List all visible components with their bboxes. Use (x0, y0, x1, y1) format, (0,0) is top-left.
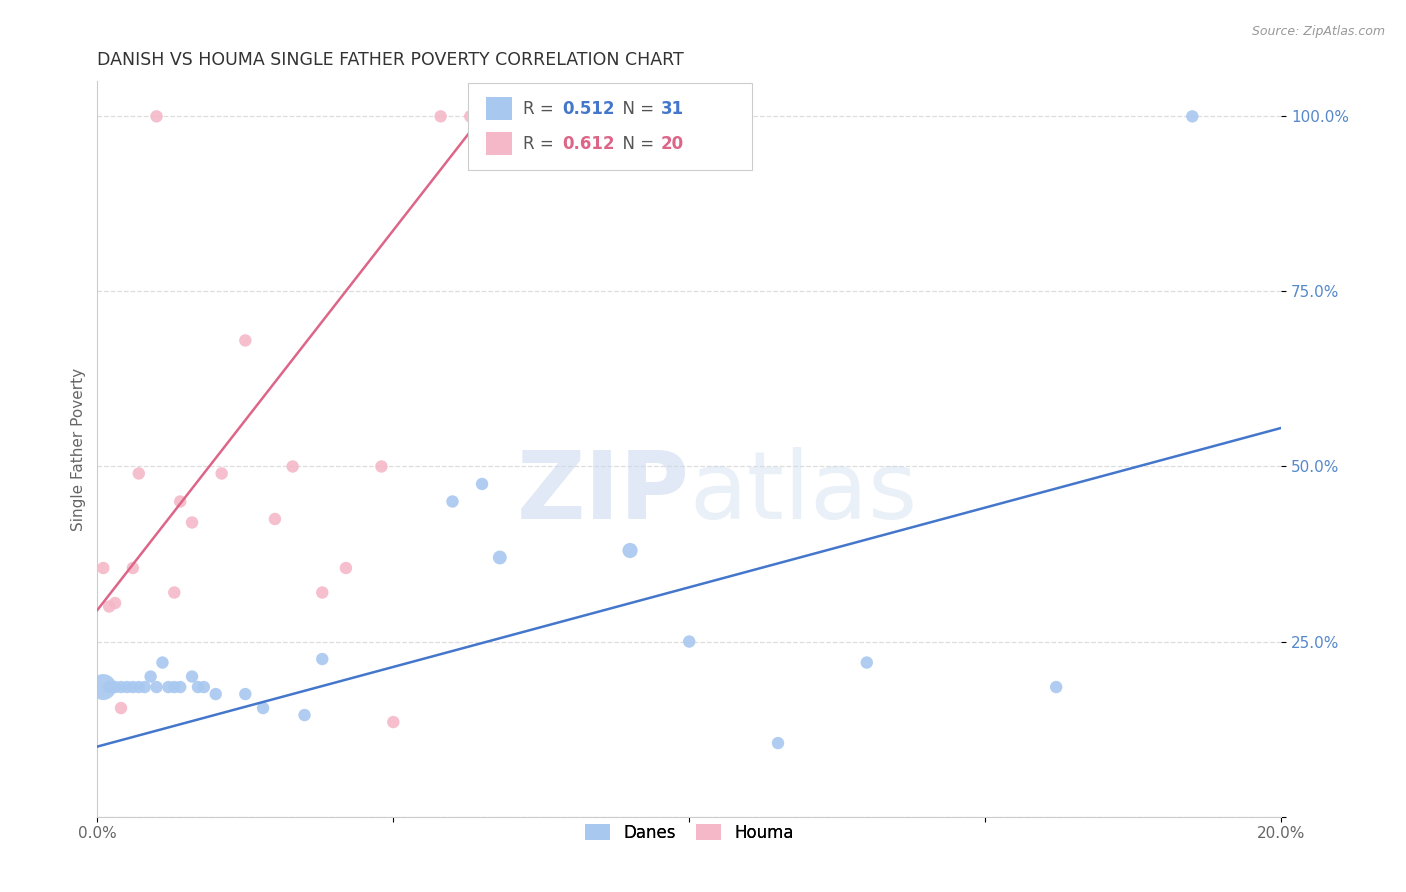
Text: 0.612: 0.612 (562, 135, 614, 153)
Point (766, 736, 789, 750)
Point (157, 680, 180, 694)
Point (163, 680, 186, 694)
Point (121, 561, 143, 575)
Point (98, 680, 121, 694)
Point (163, 585, 186, 599)
Point (110, 701, 132, 715)
Point (294, 708, 316, 723)
Point (233, 334, 256, 348)
Point (429, 109, 451, 123)
Point (169, 680, 191, 694)
Text: DANISH VS HOUMA SINGLE FATHER POVERTY CORRELATION CHART: DANISH VS HOUMA SINGLE FATHER POVERTY CO… (97, 51, 685, 69)
Point (233, 687, 256, 701)
Point (187, 680, 209, 694)
Point (121, 680, 143, 694)
Point (134, 680, 156, 694)
Point (115, 680, 138, 694)
Point (169, 494, 191, 508)
Text: 31: 31 (661, 100, 683, 118)
Point (91, 680, 114, 694)
Point (488, 550, 510, 565)
Text: R =: R = (523, 135, 560, 153)
Point (110, 680, 132, 694)
Text: atlas: atlas (689, 447, 918, 539)
Point (252, 701, 274, 715)
Point (1181, 109, 1204, 123)
Point (264, 512, 287, 526)
Point (204, 687, 226, 701)
Point (311, 652, 333, 666)
Point (181, 669, 204, 683)
FancyBboxPatch shape (485, 132, 512, 155)
Point (471, 477, 494, 491)
FancyBboxPatch shape (485, 97, 512, 120)
Point (335, 561, 357, 575)
Point (104, 596, 127, 610)
Text: Source: ZipAtlas.com: Source: ZipAtlas.com (1251, 25, 1385, 38)
Text: ZIP: ZIP (516, 447, 689, 539)
Point (281, 459, 304, 474)
Legend: Danes, Houma: Danes, Houma (578, 817, 800, 848)
Point (145, 680, 167, 694)
Point (211, 467, 233, 481)
Point (139, 669, 162, 683)
Point (370, 459, 392, 474)
Point (458, 109, 481, 123)
Point (193, 680, 215, 694)
Point (128, 680, 150, 694)
Point (382, 714, 405, 729)
Point (619, 543, 641, 558)
Point (181, 516, 204, 530)
Point (1045, 680, 1067, 694)
Point (104, 680, 127, 694)
Text: 0.512: 0.512 (562, 100, 614, 118)
Point (311, 585, 333, 599)
Point (152, 656, 174, 670)
Text: R =: R = (523, 100, 560, 118)
Point (678, 634, 700, 648)
Point (441, 494, 464, 508)
Point (128, 467, 150, 481)
Point (145, 109, 167, 123)
Y-axis label: Single Father Poverty: Single Father Poverty (72, 368, 86, 531)
Text: N =: N = (612, 135, 659, 153)
Point (91, 561, 114, 575)
Text: 20: 20 (661, 135, 683, 153)
FancyBboxPatch shape (468, 83, 752, 169)
Point (98, 599, 121, 614)
Text: N =: N = (612, 100, 659, 118)
Point (855, 656, 877, 670)
